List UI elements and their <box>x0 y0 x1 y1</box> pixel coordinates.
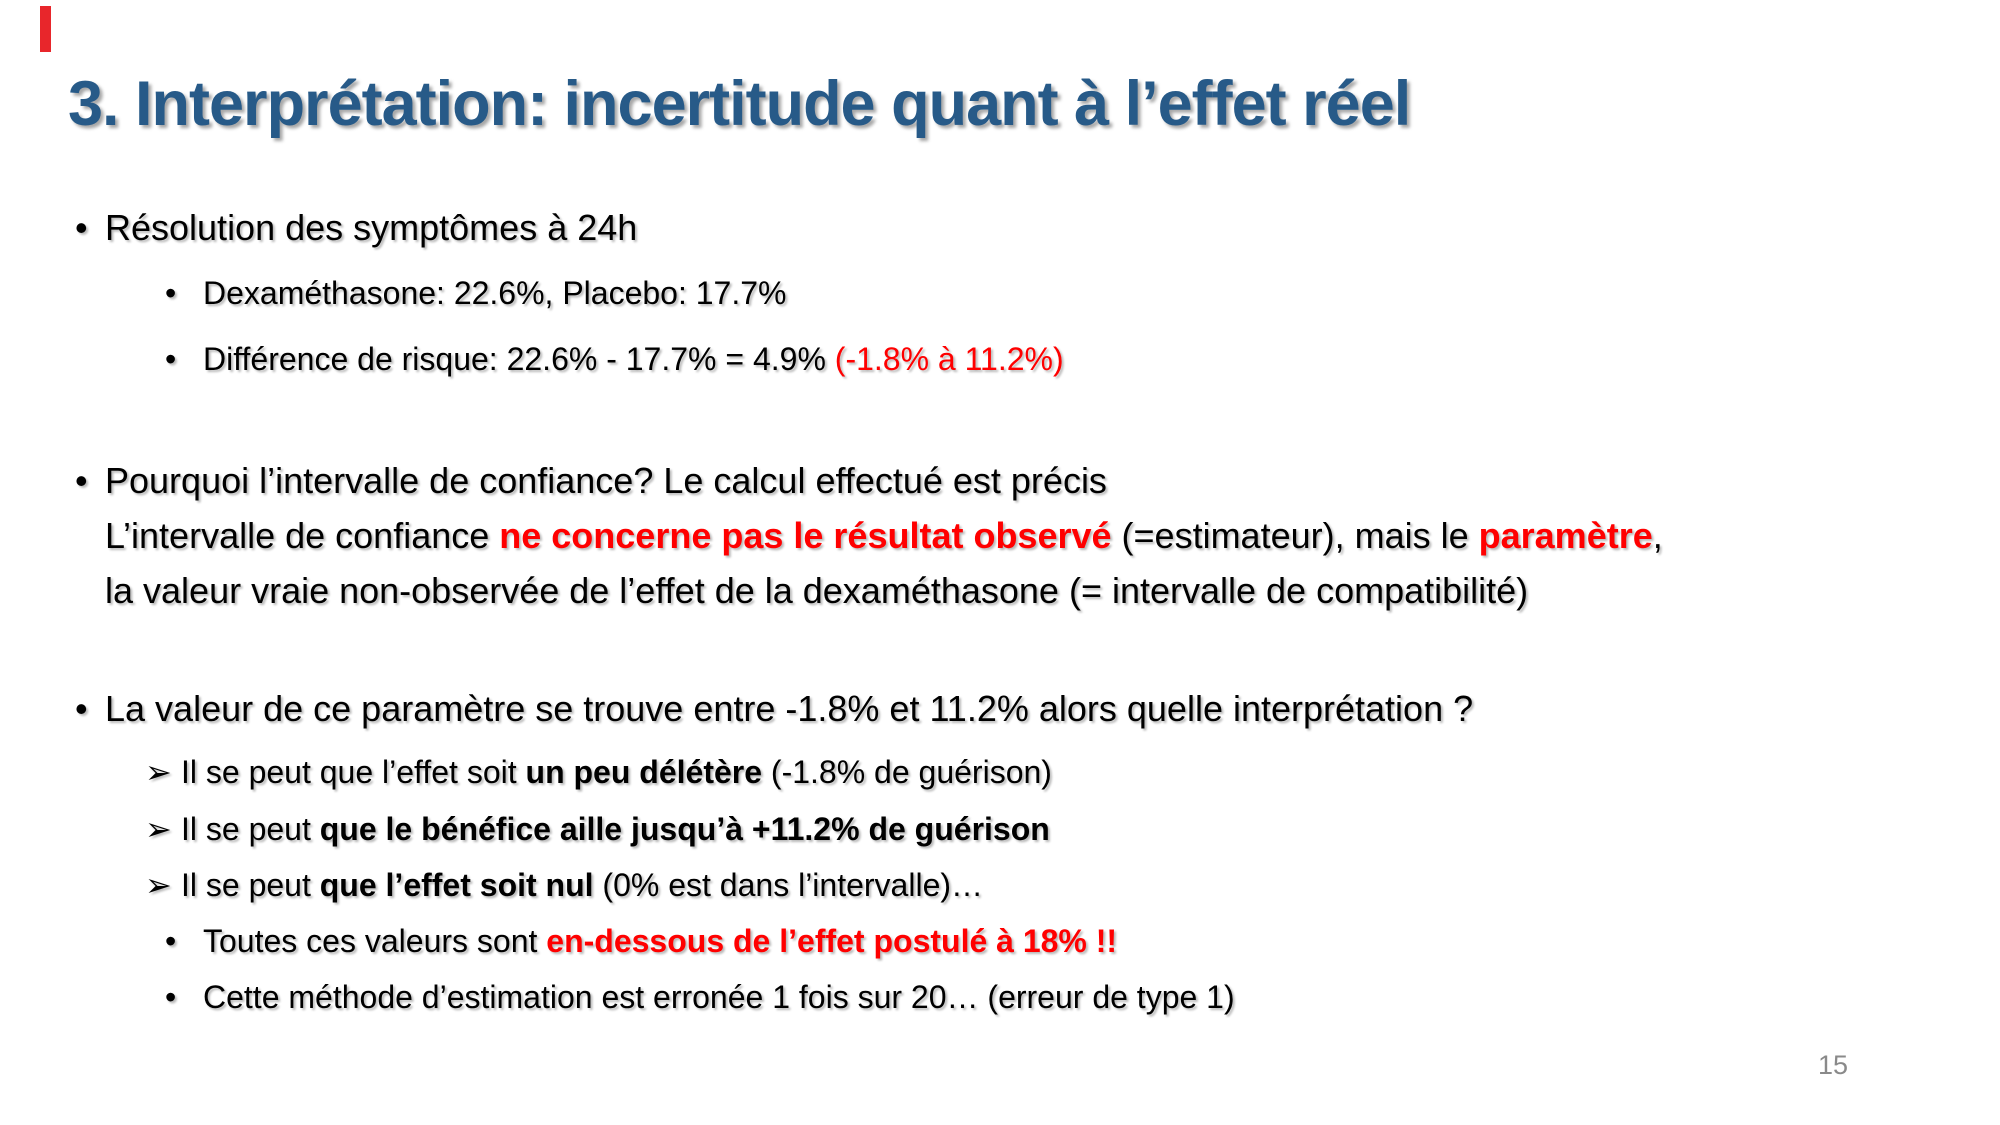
bullet-text: Dexaméthasone: 22.6%, Placebo: 17.7% <box>203 275 787 311</box>
bullet-text: La valeur de ce paramètre se trouve entr… <box>105 688 1474 729</box>
bullet-item-pourquoi: • Pourquoi l’intervalle de confiance? Le … <box>75 458 1107 503</box>
ne-concerne-pas-highlight: ne concerne pas le résultat observé <box>499 515 1112 556</box>
bullet-icon: • <box>165 979 177 1015</box>
bullet-text: Pourquoi l’intervalle de confiance? Le c… <box>105 460 1107 501</box>
text-segment: (0% est dans l’intervalle)… <box>593 867 984 903</box>
bullet-icon: • <box>165 341 177 377</box>
bullet-icon: • <box>75 460 88 501</box>
bold-segment: un peu délétère <box>525 754 763 790</box>
bullet-icon: • <box>75 688 88 729</box>
bullet-icon: • <box>165 923 177 959</box>
arrow-bullet-icon: ➢ <box>145 754 172 790</box>
bullet-icon: • <box>75 207 88 248</box>
bullet-item-toutes-valeurs: • Toutes ces valeurs sont en-dessous de l… <box>165 921 1117 961</box>
text-segment: , <box>1652 515 1663 556</box>
text-segment: L’intervalle de confiance <box>105 515 500 556</box>
effet-postule-highlight: en-dessous de l’effet postulé à 18% !! <box>546 923 1118 959</box>
arrow-item-effet-nul: ➢ Il se peut que l’effet soit nul (0% est… <box>145 865 983 905</box>
bold-segment: que le bénéfice aille jusqu’à +11.2% de … <box>319 811 1050 847</box>
bullet-item-risk-difference: • Différence de risque: 22.6% - 17.7% = 4… <box>165 339 1064 379</box>
page-number: 15 <box>1818 1050 1849 1080</box>
bullet-item-methode-estimation: • Cette méthode d’estimation est erronée … <box>165 977 1235 1017</box>
text-segment: Il se peut que l’effet soit <box>181 754 526 790</box>
bullet-item-resolution: • Résolution des symptômes à 24h <box>75 205 637 250</box>
text-segment: Cette méthode d’estimation est erronée 1… <box>203 979 1235 1015</box>
bullet-item-dexamethasone: • Dexaméthasone: 22.6%, Placebo: 17.7% <box>165 273 786 313</box>
bullet-text: Résolution des symptômes à 24h <box>105 207 638 248</box>
text-segment: (=estimateur), mais le <box>1111 515 1479 556</box>
text-segment: Il se peut <box>181 811 320 847</box>
page-title: 3. Interprétation: incertitude quant à l… <box>68 69 1411 139</box>
arrow-bullet-icon: ➢ <box>145 811 172 847</box>
paragraph-line-intervalle: L’intervalle de confiance ne concerne pa… <box>105 513 1663 558</box>
arrow-item-deletere: ➢ Il se peut que l’effet soit un peu délé… <box>145 752 1052 792</box>
text-segment: (-1.8% de guérison) <box>762 754 1052 790</box>
text-segment: la valeur vraie non-observée de l’effet … <box>105 570 1529 611</box>
bullet-text: Différence de risque: 22.6% - 17.7% = 4.… <box>203 341 835 377</box>
bold-segment: que l’effet soit nul <box>319 867 594 903</box>
text-segment: Toutes ces valeurs sont <box>203 923 547 959</box>
bullet-item-la-valeur: • La valeur de ce paramètre se trouve ent… <box>75 686 1473 731</box>
text-segment: Il se peut <box>181 867 320 903</box>
parametre-highlight: paramètre <box>1478 515 1653 556</box>
paragraph-line-valeur-vraie: la valeur vraie non-observée de l’effet … <box>105 568 1528 613</box>
arrow-item-benefice: ➢ Il se peut que le bénéfice aille jusqu’… <box>145 809 1050 849</box>
confidence-interval-highlight: (-1.8% à 11.2%) <box>834 341 1064 377</box>
bullet-icon: • <box>165 275 177 311</box>
red-marker-bar <box>40 6 51 52</box>
arrow-bullet-icon: ➢ <box>145 867 172 903</box>
